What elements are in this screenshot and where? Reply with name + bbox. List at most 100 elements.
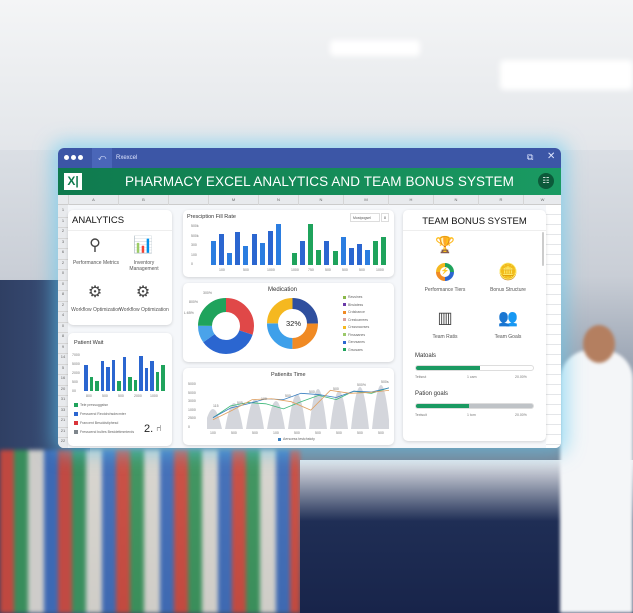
x-tick-label: 500 [357, 431, 363, 435]
x-tick-label: 100 [219, 268, 225, 272]
x-tick-label: 500 [118, 394, 124, 398]
divider [403, 230, 546, 231]
x-tick-label: 500 [359, 268, 365, 272]
ledger-icon[interactable]: ▥ [437, 310, 453, 327]
x-tick-label: 1000 [267, 268, 275, 272]
bar [150, 361, 154, 391]
area-peak [309, 389, 327, 429]
window-dot[interactable] [64, 155, 69, 160]
x-tick-label: 100 [210, 431, 216, 435]
column-header: R [478, 195, 523, 205]
sliders-icon[interactable]: ☷ [538, 173, 554, 189]
legend-item: Francent Bescldstiphesd [74, 421, 118, 426]
legend-label: Fhssaanes [348, 332, 366, 337]
scrollbar[interactable] [542, 232, 544, 266]
bonus-item-label[interactable]: Bonus Structure [490, 287, 526, 293]
legend-item: Fresscend Reotdrchsdecmter [74, 412, 126, 417]
progress-mid-text: 1 cam [467, 375, 477, 379]
legend-label: Gervsanes [348, 340, 365, 344]
bar [243, 246, 249, 265]
donut-label: L:65% [184, 311, 194, 315]
analytics-item-label[interactable]: Workflow Optimization [71, 307, 121, 313]
column-header: N [433, 195, 478, 205]
column-header: N [258, 195, 298, 205]
bar [332, 251, 338, 265]
column-header: W [523, 195, 561, 205]
legend-label: Tele pressuggstsn [80, 403, 109, 407]
bar [340, 237, 346, 265]
row-header: 0 [58, 323, 68, 333]
fill-rate-card: Presciption Fill Rate Mostpogsel 8 500k 5… [183, 210, 394, 277]
row-header: 16 [58, 375, 68, 386]
bar [117, 381, 121, 391]
gears-icon[interactable]: ⚙ [87, 284, 103, 301]
data-label: 500% [357, 383, 366, 387]
window-dot[interactable] [78, 155, 83, 160]
donut-label: 300% [203, 291, 212, 295]
window-dot[interactable] [71, 155, 76, 160]
row-header: 9 [58, 344, 68, 354]
bonus-item-label[interactable]: Team Goals [494, 334, 522, 340]
column-header: H [388, 195, 433, 205]
magnifier-icon[interactable]: ⚲ [89, 237, 101, 254]
bar [235, 232, 241, 265]
coins-icon[interactable]: 🪙 [498, 264, 518, 281]
maximize-icon[interactable]: ⧉ [527, 152, 534, 162]
chair-icon: ⑁ [156, 423, 162, 433]
performance-tiers-icon[interactable]: ⚡ [436, 263, 454, 281]
legend-item: Fresscend bultes Bestdettmmterds [74, 430, 134, 435]
analytics-item-label[interactable]: Workflow Optimization [119, 307, 169, 313]
legend-swatch [278, 437, 281, 441]
legend-swatch [343, 318, 346, 322]
patients-time-title: Patienits Time [271, 372, 306, 378]
back-icon[interactable]: ⤺ [92, 148, 112, 168]
bonus-item-label[interactable]: Team Ratis [432, 334, 458, 340]
bar-chart-icon[interactable]: 📊 [133, 237, 153, 254]
legend-item: Bhsiatess [343, 303, 363, 307]
progress-left-text: Textsuit [415, 413, 427, 417]
header-banner: X| PHARMACY EXCEL ANALYTICS AND TEAM BON… [58, 168, 561, 195]
patients-time-card: Patienits Time Aerscess testchstcty 5000… [183, 368, 394, 445]
donut-label: 800% [189, 300, 198, 304]
legend-item: Gervsanes [343, 340, 365, 344]
x-tick-label: 500 [336, 431, 342, 435]
x-tick-label: 2000 [134, 394, 142, 398]
donut-slice [198, 298, 254, 354]
gears-icon[interactable]: ⚙ [135, 284, 151, 301]
progress-value: 20.00% [515, 413, 527, 417]
series-line-orange [212, 389, 389, 421]
tab-title[interactable]: Rxexcel [116, 155, 138, 161]
period-dropdown[interactable]: Mostpogsel [350, 213, 380, 222]
donut-center-value: 32% [286, 319, 302, 328]
analytics-item-label[interactable]: Inventory Management [129, 260, 159, 272]
donut-slice [267, 298, 318, 349]
medication-donut-1 [198, 298, 254, 354]
bar [161, 364, 165, 391]
bonus-item-label[interactable]: Performance Tiers [424, 287, 466, 293]
badge-text: 2. [144, 423, 154, 435]
legend-item: Tele pressuggstsn [74, 403, 109, 408]
team-icon[interactable]: 👥 [498, 310, 518, 327]
row-header: 0 [58, 281, 68, 291]
bar [133, 380, 137, 391]
x-tick-label: 500 [378, 431, 384, 435]
analytics-item-label[interactable]: Performance Metrics [72, 260, 120, 266]
bar [84, 364, 88, 391]
legend-item: Fhssaanes [343, 333, 365, 337]
row-header: 3 [58, 239, 68, 249]
x-tick-label: 500 [252, 431, 258, 435]
row-header: 31 [58, 396, 68, 407]
row-header: 1 [58, 207, 68, 218]
data-label: 500s [381, 379, 389, 384]
data-label: 500 [333, 386, 339, 391]
ceiling-light [500, 60, 633, 90]
page-title: PHARMACY EXCEL ANALYTICS AND TEAM BONUS … [125, 174, 514, 189]
dropdown-toggle[interactable]: 8 [381, 213, 389, 222]
series-line-green [212, 387, 389, 418]
patients-time-plot [207, 385, 389, 429]
column-header: B [118, 195, 168, 205]
legend-swatch [343, 310, 346, 314]
legend-swatch [343, 303, 346, 307]
medication-card: Medication 32% 300% 800% L:65% Ravsines B… [183, 283, 394, 362]
close-icon[interactable]: ✕ [547, 151, 556, 162]
